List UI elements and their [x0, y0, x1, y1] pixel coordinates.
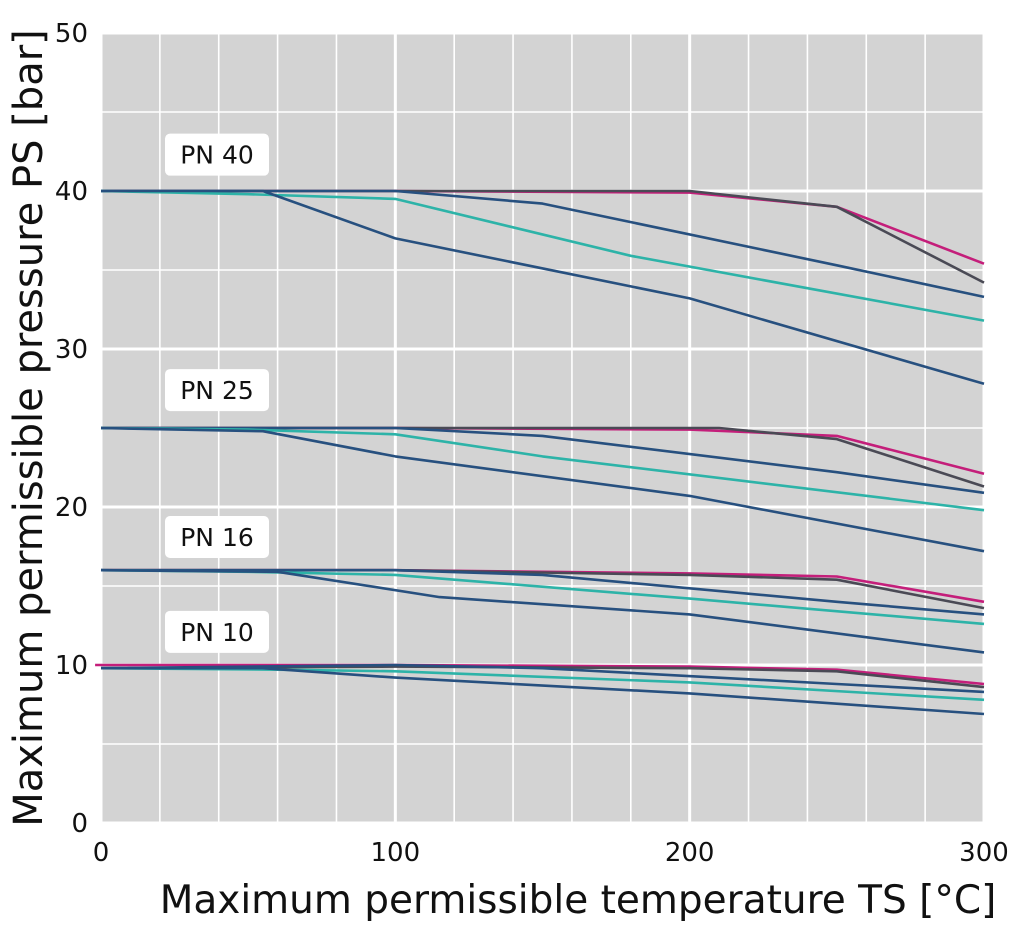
group-label-pn-16: PN 16: [165, 516, 269, 559]
x-tick-label: 200: [665, 838, 715, 868]
label-text: PN 40: [180, 141, 254, 170]
group-label-pn-10: PN 10: [165, 610, 269, 653]
group-label-pn-25: PN 25: [165, 369, 269, 412]
series-line-pn-25-5: [100, 426, 985, 553]
series-line-pn-40-4: [100, 189, 985, 322]
series-line-pn-40-3: [101, 189, 985, 299]
label-text: PN 10: [180, 618, 254, 647]
series-line-pn-10-3: [100, 663, 985, 694]
y-tick-label: 30: [55, 335, 88, 365]
series-line-pn-16-5: [100, 568, 985, 654]
series-line-pn-10-5: [101, 666, 985, 716]
y-tick-label: 20: [55, 493, 88, 523]
y-tick-label: 40: [55, 177, 88, 207]
x-tick-label: 0: [93, 838, 110, 868]
series-line-pn-25-3: [101, 426, 985, 495]
label-text: PN 16: [180, 523, 254, 552]
y-tick-label: 10: [55, 651, 88, 681]
series-line-pn-40-5: [101, 189, 985, 386]
x-tick-label: 100: [371, 838, 421, 868]
label-box: [165, 133, 269, 176]
series-lines: [95, 189, 985, 716]
x-axis-title: Maximum permissible temperature TS [°C]: [160, 878, 997, 923]
group-labels: PN 40 PN 25 PN 16 PN 10: [165, 133, 269, 653]
series-line-pn-16-3: [101, 568, 985, 616]
x-tick-label: 300: [959, 838, 1009, 868]
label-text: PN 25: [180, 376, 254, 405]
y-axis-title: Maximum permissible pressure PS [bar]: [6, 29, 52, 827]
y-tick-label: 0: [71, 809, 88, 839]
label-box: [165, 369, 269, 412]
label-box: [165, 516, 269, 559]
y-tick-label: 50: [55, 19, 88, 49]
label-box: [165, 610, 269, 653]
group-label-pn-40: PN 40: [165, 133, 269, 176]
tick-labels: 0 100 200 300 0 10 20 30 40 50: [55, 19, 1009, 868]
